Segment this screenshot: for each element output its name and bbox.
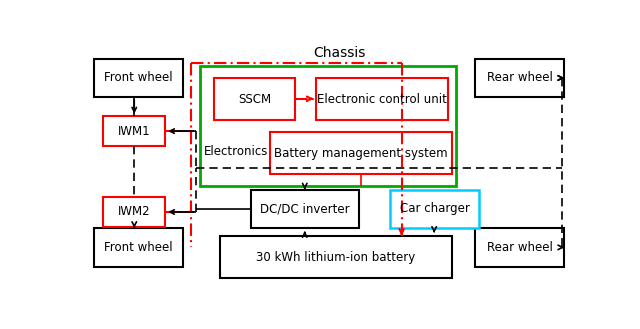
Text: IWM2: IWM2: [118, 205, 150, 218]
Text: Front wheel: Front wheel: [104, 241, 173, 254]
Text: Battery management system: Battery management system: [274, 146, 448, 160]
Text: Rear wheel: Rear wheel: [487, 241, 553, 254]
Text: Chassis: Chassis: [314, 46, 366, 60]
Text: SSCM: SSCM: [238, 93, 271, 106]
Bar: [250, 190, 359, 228]
Bar: [103, 116, 165, 146]
Text: IWM1: IWM1: [118, 125, 150, 138]
Bar: [94, 59, 183, 97]
Bar: [270, 132, 452, 174]
Bar: [316, 78, 448, 120]
Text: Electronic control unit: Electronic control unit: [317, 93, 447, 106]
Text: Electronics: Electronics: [204, 145, 268, 158]
Text: Rear wheel: Rear wheel: [487, 71, 553, 85]
Bar: [476, 59, 564, 97]
Text: Car charger: Car charger: [399, 202, 470, 215]
Bar: [94, 228, 183, 266]
Bar: [220, 236, 452, 278]
Bar: [390, 190, 479, 228]
Text: 30 kWh lithium-ion battery: 30 kWh lithium-ion battery: [256, 250, 415, 264]
Bar: [103, 197, 165, 227]
Text: Front wheel: Front wheel: [104, 71, 173, 85]
Bar: [476, 228, 564, 266]
Text: DC/DC inverter: DC/DC inverter: [260, 202, 349, 215]
Bar: [200, 66, 456, 186]
Bar: [214, 78, 296, 120]
